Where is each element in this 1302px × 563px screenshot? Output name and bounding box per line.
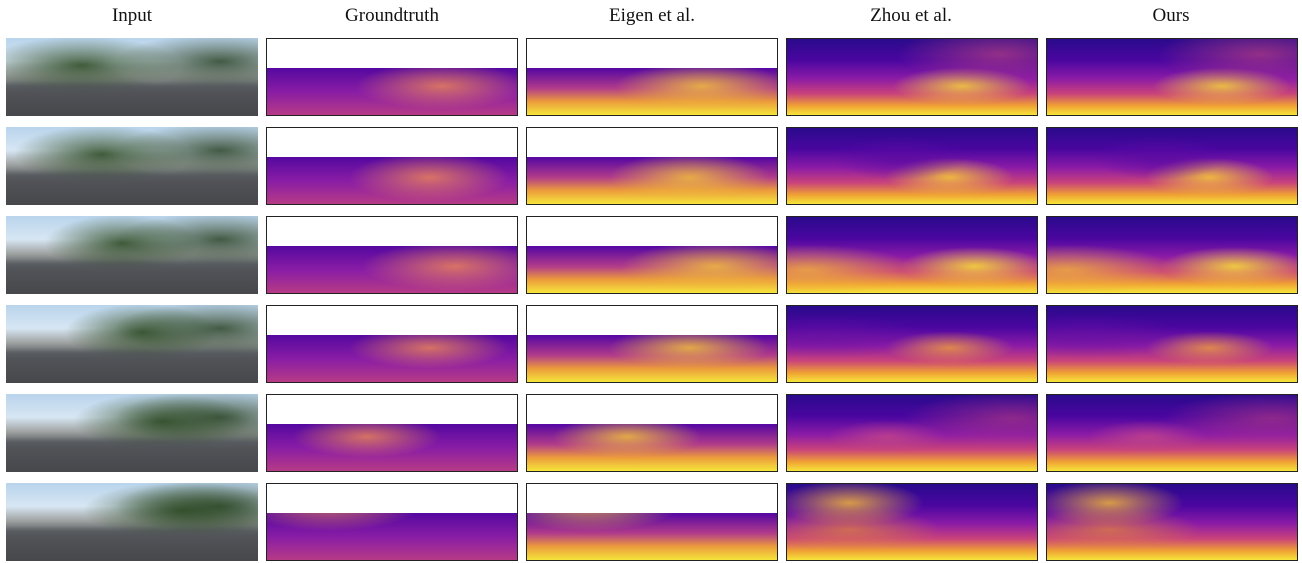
- groundtruth-depth-row-3: [266, 216, 518, 294]
- blank-sky-region: [267, 484, 517, 513]
- blank-sky-region: [267, 217, 517, 246]
- groundtruth-depth-row-4: [266, 305, 518, 383]
- depth-blob: [787, 306, 1037, 382]
- column-header-ours: Ours: [1152, 5, 1190, 26]
- column-header-eigen: Eigen et al.: [609, 5, 695, 26]
- input-image-row-4: [6, 305, 258, 383]
- depth-blob: [787, 217, 1037, 293]
- depth-blob: [1047, 395, 1297, 471]
- road-overlay: [6, 216, 258, 294]
- depth-blob: [1047, 39, 1297, 115]
- blank-sky-region: [527, 484, 777, 513]
- zhou-depth-row-3: [786, 216, 1038, 294]
- blank-sky-region: [267, 306, 517, 335]
- road-overlay: [6, 305, 258, 383]
- depth-blob: [787, 128, 1037, 204]
- depth-blob: [1047, 128, 1297, 204]
- groundtruth-depth-row-2: [266, 127, 518, 205]
- groundtruth-depth-row-6: [266, 483, 518, 561]
- eigen-depth-row-3: [526, 216, 778, 294]
- depth-blob: [1047, 306, 1297, 382]
- column-header-groundtruth: Groundtruth: [345, 5, 439, 26]
- blank-sky-region: [527, 128, 777, 157]
- groundtruth-depth-row-5: [266, 394, 518, 472]
- blank-sky-region: [267, 39, 517, 68]
- eigen-depth-row-5: [526, 394, 778, 472]
- ours-depth-row-2: [1046, 127, 1298, 205]
- zhou-depth-row-4: [786, 305, 1038, 383]
- zhou-depth-row-5: [786, 394, 1038, 472]
- blank-sky-region: [527, 39, 777, 68]
- depth-blob: [1047, 484, 1297, 560]
- ours-depth-row-3: [1046, 216, 1298, 294]
- eigen-depth-row-6: [526, 483, 778, 561]
- input-image-row-1: [6, 38, 258, 116]
- depth-blob: [787, 39, 1037, 115]
- road-overlay: [6, 483, 258, 561]
- groundtruth-depth-row-1: [266, 38, 518, 116]
- column-header-input: Input: [111, 5, 153, 26]
- ours-depth-row-6: [1046, 483, 1298, 561]
- input-image-row-3: [6, 216, 258, 294]
- input-image-row-5: [6, 394, 258, 472]
- depth-blob: [787, 395, 1037, 471]
- road-overlay: [6, 394, 258, 472]
- depth-blob: [1047, 217, 1297, 293]
- road-overlay: [6, 38, 258, 116]
- eigen-depth-row-2: [526, 127, 778, 205]
- column-header-zhou: Zhou et al.: [870, 5, 952, 26]
- zhou-depth-row-1: [786, 38, 1038, 116]
- input-image-row-6: [6, 483, 258, 561]
- depth-blob: [787, 484, 1037, 560]
- ours-depth-row-4: [1046, 305, 1298, 383]
- ours-depth-row-5: [1046, 394, 1298, 472]
- eigen-depth-row-1: [526, 38, 778, 116]
- blank-sky-region: [527, 217, 777, 246]
- zhou-depth-row-2: [786, 127, 1038, 205]
- blank-sky-region: [527, 395, 777, 424]
- blank-sky-region: [267, 128, 517, 157]
- input-image-row-2: [6, 127, 258, 205]
- eigen-depth-row-4: [526, 305, 778, 383]
- road-overlay: [6, 127, 258, 205]
- blank-sky-region: [267, 395, 517, 424]
- blank-sky-region: [527, 306, 777, 335]
- zhou-depth-row-6: [786, 483, 1038, 561]
- ours-depth-row-1: [1046, 38, 1298, 116]
